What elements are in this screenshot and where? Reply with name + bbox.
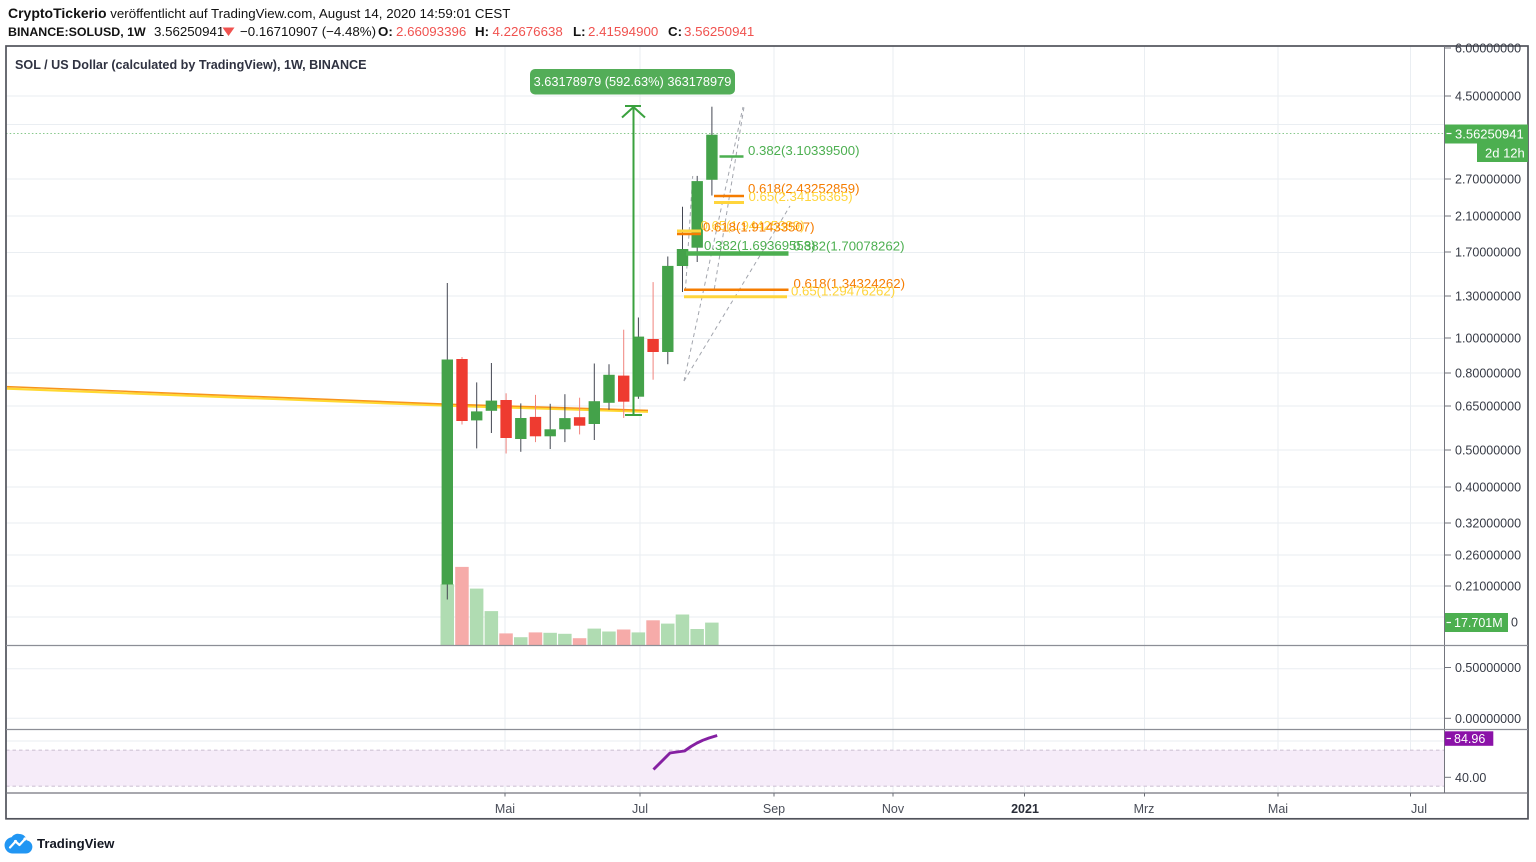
svg-text:2.70000000: 2.70000000 <box>1455 173 1521 187</box>
svg-text:0.618(1.91433507): 0.618(1.91433507) <box>703 220 814 235</box>
svg-text:Nov: Nov <box>882 802 905 816</box>
svg-text:SOL / US Dollar (calculated by: SOL / US Dollar (calculated by TradingVi… <box>15 58 367 72</box>
svg-text:Mai: Mai <box>1268 802 1288 816</box>
svg-text:0.65(2.34156365): 0.65(2.34156365) <box>749 189 853 204</box>
svg-text:CryptoTickerio veröffentlicht: CryptoTickerio veröffentlicht auf Tradin… <box>8 5 510 21</box>
svg-text:0.50000000: 0.50000000 <box>1455 661 1521 675</box>
svg-text:0.65(1.94425389): 0.65(1.94425389) <box>701 218 805 233</box>
svg-text:0.618(2.43252859): 0.618(2.43252859) <box>748 181 859 196</box>
svg-text:84.96: 84.96 <box>1454 732 1485 746</box>
svg-text:2.10000000: 2.10000000 <box>1455 210 1521 224</box>
svg-text:2021: 2021 <box>1011 802 1039 816</box>
svg-text:Jul: Jul <box>632 802 648 816</box>
svg-text:0.21000000: 0.21000000 <box>1455 580 1521 594</box>
svg-text:3.56250941: 3.56250941 <box>1455 127 1524 142</box>
svg-text:0.65000000: 0.65000000 <box>1455 400 1521 414</box>
svg-text:6.00000000: 6.00000000 <box>1455 42 1521 56</box>
svg-text:0.00000000: 0.00000000 <box>1455 712 1521 726</box>
svg-text:Jul: Jul <box>1411 802 1427 816</box>
svg-text:4.50000000: 4.50000000 <box>1455 90 1521 104</box>
svg-text:1.70000000: 1.70000000 <box>1455 246 1521 260</box>
svg-text:Mrz: Mrz <box>1134 802 1155 816</box>
svg-text:0.382(3.10339500): 0.382(3.10339500) <box>748 143 859 158</box>
svg-text:0.26000000: 0.26000000 <box>1455 549 1521 563</box>
svg-text:0.32000000: 0.32000000 <box>1455 517 1521 531</box>
svg-text:0.618(1.34324262): 0.618(1.34324262) <box>794 276 905 291</box>
svg-text:BINANCE:SOLUSD, 1W3.56250941−0: BINANCE:SOLUSD, 1W 3.56250941 −0.16710907 … <box>8 24 754 39</box>
svg-text:Mai: Mai <box>495 802 515 816</box>
svg-text:0.65(1.29476262): 0.65(1.29476262) <box>791 284 895 299</box>
svg-text:3.63178979 (592.63%) 363178979: 3.63178979 (592.63%) 363178979 <box>534 74 732 89</box>
svg-text:0.50000000: 0.50000000 <box>1455 444 1521 458</box>
svg-text:TradingView: TradingView <box>37 836 115 851</box>
svg-text:0.382(1.70078262): 0.382(1.70078262) <box>793 239 904 254</box>
svg-text:Sep: Sep <box>763 802 785 816</box>
svg-text:0.382(1.69369558): 0.382(1.69369558) <box>704 238 815 253</box>
svg-text:1.00000000: 1.00000000 <box>1455 332 1521 346</box>
svg-text:0.40000000: 0.40000000 <box>1455 481 1521 495</box>
svg-text:0.80000000: 0.80000000 <box>1455 367 1521 381</box>
svg-text:0: 0 <box>1511 616 1518 630</box>
svg-text:17.701M: 17.701M <box>1454 616 1503 630</box>
svg-text:2d 12h: 2d 12h <box>1485 146 1525 161</box>
svg-text:1.30000000: 1.30000000 <box>1455 290 1521 304</box>
svg-text:40.00: 40.00 <box>1455 771 1486 785</box>
